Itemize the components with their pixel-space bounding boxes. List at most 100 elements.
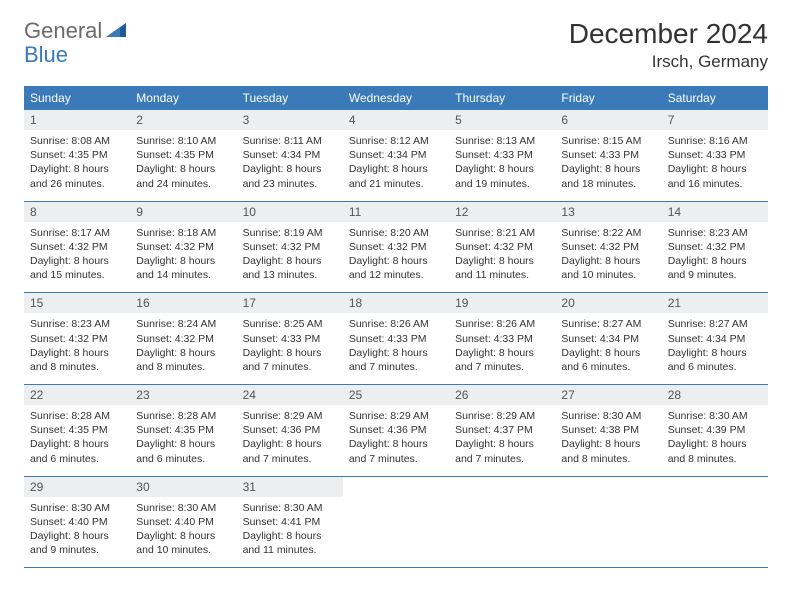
daylight-text: Daylight: 8 hours and 12 minutes. (349, 254, 443, 282)
sunrise-text: Sunrise: 8:28 AM (30, 409, 124, 423)
day-number: 13 (555, 202, 661, 222)
day-number: 31 (237, 477, 343, 497)
day-body: Sunrise: 8:24 AMSunset: 4:32 PMDaylight:… (130, 313, 236, 384)
day-cell (662, 476, 768, 568)
month-title: December 2024 (569, 18, 768, 50)
daylight-text: Daylight: 8 hours and 19 minutes. (455, 162, 549, 190)
sunset-text: Sunset: 4:33 PM (349, 332, 443, 346)
sunset-text: Sunset: 4:35 PM (136, 423, 230, 437)
sunset-text: Sunset: 4:32 PM (455, 240, 549, 254)
day-number: 1 (24, 110, 130, 130)
day-number: 18 (343, 293, 449, 313)
sunset-text: Sunset: 4:32 PM (668, 240, 762, 254)
daylight-text: Daylight: 8 hours and 14 minutes. (136, 254, 230, 282)
sunset-text: Sunset: 4:32 PM (349, 240, 443, 254)
sunset-text: Sunset: 4:39 PM (668, 423, 762, 437)
daylight-text: Daylight: 8 hours and 7 minutes. (349, 437, 443, 465)
location: Irsch, Germany (569, 52, 768, 72)
sunset-text: Sunset: 4:32 PM (243, 240, 337, 254)
day-header-sun: Sunday (24, 86, 130, 110)
daylight-text: Daylight: 8 hours and 7 minutes. (455, 346, 549, 374)
day-cell: 13Sunrise: 8:22 AMSunset: 4:32 PMDayligh… (555, 201, 661, 293)
day-body: Sunrise: 8:10 AMSunset: 4:35 PMDaylight:… (130, 130, 236, 201)
sunrise-text: Sunrise: 8:25 AM (243, 317, 337, 331)
day-header-row: Sunday Monday Tuesday Wednesday Thursday… (24, 86, 768, 110)
sunset-text: Sunset: 4:38 PM (561, 423, 655, 437)
sunrise-text: Sunrise: 8:30 AM (30, 501, 124, 515)
day-cell: 3Sunrise: 8:11 AMSunset: 4:34 PMDaylight… (237, 110, 343, 201)
sunset-text: Sunset: 4:32 PM (136, 240, 230, 254)
day-body: Sunrise: 8:28 AMSunset: 4:35 PMDaylight:… (24, 405, 130, 476)
daylight-text: Daylight: 8 hours and 11 minutes. (243, 529, 337, 557)
sunrise-text: Sunrise: 8:27 AM (561, 317, 655, 331)
day-cell: 30Sunrise: 8:30 AMSunset: 4:40 PMDayligh… (130, 476, 236, 568)
day-body: Sunrise: 8:26 AMSunset: 4:33 PMDaylight:… (449, 313, 555, 384)
daylight-text: Daylight: 8 hours and 8 minutes. (561, 437, 655, 465)
day-number: 7 (662, 110, 768, 130)
day-number: 5 (449, 110, 555, 130)
day-number: 27 (555, 385, 661, 405)
daylight-text: Daylight: 8 hours and 10 minutes. (136, 529, 230, 557)
day-body: Sunrise: 8:30 AMSunset: 4:40 PMDaylight:… (130, 497, 236, 568)
day-number: 17 (237, 293, 343, 313)
day-number: 28 (662, 385, 768, 405)
day-body: Sunrise: 8:15 AMSunset: 4:33 PMDaylight:… (555, 130, 661, 201)
daylight-text: Daylight: 8 hours and 23 minutes. (243, 162, 337, 190)
logo-text-general: General (24, 18, 102, 44)
daylight-text: Daylight: 8 hours and 24 minutes. (136, 162, 230, 190)
day-cell: 9Sunrise: 8:18 AMSunset: 4:32 PMDaylight… (130, 201, 236, 293)
sunset-text: Sunset: 4:34 PM (349, 148, 443, 162)
sunrise-text: Sunrise: 8:12 AM (349, 134, 443, 148)
day-number: 10 (237, 202, 343, 222)
day-number: 2 (130, 110, 236, 130)
daylight-text: Daylight: 8 hours and 11 minutes. (455, 254, 549, 282)
day-body: Sunrise: 8:27 AMSunset: 4:34 PMDaylight:… (555, 313, 661, 384)
day-cell: 19Sunrise: 8:26 AMSunset: 4:33 PMDayligh… (449, 293, 555, 385)
day-body: Sunrise: 8:12 AMSunset: 4:34 PMDaylight:… (343, 130, 449, 201)
sunrise-text: Sunrise: 8:24 AM (136, 317, 230, 331)
sunrise-text: Sunrise: 8:22 AM (561, 226, 655, 240)
sunrise-text: Sunrise: 8:10 AM (136, 134, 230, 148)
daylight-text: Daylight: 8 hours and 8 minutes. (136, 346, 230, 374)
day-number: 14 (662, 202, 768, 222)
sunset-text: Sunset: 4:40 PM (136, 515, 230, 529)
day-header-sat: Saturday (662, 86, 768, 110)
logo: General (24, 18, 128, 44)
day-header-wed: Wednesday (343, 86, 449, 110)
sunrise-text: Sunrise: 8:16 AM (668, 134, 762, 148)
sunrise-text: Sunrise: 8:26 AM (455, 317, 549, 331)
day-number: 15 (24, 293, 130, 313)
logo-line2: Blue (24, 42, 68, 68)
day-body: Sunrise: 8:23 AMSunset: 4:32 PMDaylight:… (24, 313, 130, 384)
day-body: Sunrise: 8:29 AMSunset: 4:36 PMDaylight:… (343, 405, 449, 476)
sunrise-text: Sunrise: 8:15 AM (561, 134, 655, 148)
sunrise-text: Sunrise: 8:26 AM (349, 317, 443, 331)
daylight-text: Daylight: 8 hours and 7 minutes. (243, 346, 337, 374)
daylight-text: Daylight: 8 hours and 7 minutes. (349, 346, 443, 374)
day-header-fri: Friday (555, 86, 661, 110)
sunrise-text: Sunrise: 8:30 AM (561, 409, 655, 423)
day-cell (555, 476, 661, 568)
sunset-text: Sunset: 4:35 PM (30, 148, 124, 162)
daylight-text: Daylight: 8 hours and 6 minutes. (561, 346, 655, 374)
day-header-thu: Thursday (449, 86, 555, 110)
sunset-text: Sunset: 4:32 PM (30, 332, 124, 346)
day-cell: 16Sunrise: 8:24 AMSunset: 4:32 PMDayligh… (130, 293, 236, 385)
day-number: 11 (343, 202, 449, 222)
sunrise-text: Sunrise: 8:08 AM (30, 134, 124, 148)
day-cell: 24Sunrise: 8:29 AMSunset: 4:36 PMDayligh… (237, 385, 343, 477)
day-cell: 23Sunrise: 8:28 AMSunset: 4:35 PMDayligh… (130, 385, 236, 477)
day-cell: 22Sunrise: 8:28 AMSunset: 4:35 PMDayligh… (24, 385, 130, 477)
sunrise-text: Sunrise: 8:11 AM (243, 134, 337, 148)
day-cell: 12Sunrise: 8:21 AMSunset: 4:32 PMDayligh… (449, 201, 555, 293)
day-number: 6 (555, 110, 661, 130)
day-body: Sunrise: 8:28 AMSunset: 4:35 PMDaylight:… (130, 405, 236, 476)
sunset-text: Sunset: 4:32 PM (561, 240, 655, 254)
day-body: Sunrise: 8:13 AMSunset: 4:33 PMDaylight:… (449, 130, 555, 201)
day-number: 23 (130, 385, 236, 405)
day-body: Sunrise: 8:27 AMSunset: 4:34 PMDaylight:… (662, 313, 768, 384)
day-body: Sunrise: 8:29 AMSunset: 4:37 PMDaylight:… (449, 405, 555, 476)
day-cell: 8Sunrise: 8:17 AMSunset: 4:32 PMDaylight… (24, 201, 130, 293)
sunset-text: Sunset: 4:37 PM (455, 423, 549, 437)
daylight-text: Daylight: 8 hours and 6 minutes. (30, 437, 124, 465)
